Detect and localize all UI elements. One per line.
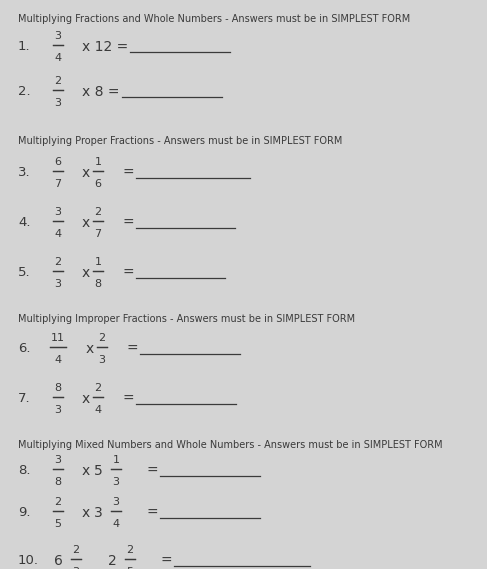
Text: 4.: 4. [18, 216, 31, 229]
Text: 3: 3 [94, 506, 102, 520]
Text: =: = [146, 506, 158, 520]
Text: x: x [86, 342, 94, 356]
Text: x: x [82, 266, 90, 280]
Text: Multiplying Fractions and Whole Numbers - Answers must be in SIMPLEST FORM: Multiplying Fractions and Whole Numbers … [18, 14, 410, 24]
Text: 3: 3 [55, 279, 61, 289]
Text: 3: 3 [55, 405, 61, 415]
Text: 1: 1 [94, 157, 101, 167]
Text: 8: 8 [55, 477, 61, 487]
Text: =: = [122, 392, 133, 406]
Text: 7: 7 [55, 179, 61, 189]
Text: =: = [160, 554, 171, 568]
Text: 6: 6 [94, 179, 101, 189]
Text: Multiplying Proper Fractions - Answers must be in SIMPLEST FORM: Multiplying Proper Fractions - Answers m… [18, 136, 342, 146]
Text: 11: 11 [51, 333, 65, 343]
Text: 2: 2 [94, 383, 102, 393]
Text: =: = [122, 266, 133, 280]
Text: 4: 4 [55, 355, 61, 365]
Text: 3.: 3. [18, 167, 31, 179]
Text: 3: 3 [98, 355, 106, 365]
Text: 2: 2 [55, 497, 61, 507]
Text: 1: 1 [112, 455, 119, 465]
Text: 6: 6 [55, 157, 61, 167]
Text: x: x [82, 216, 90, 230]
Text: 2.: 2. [18, 85, 31, 98]
Text: 1.: 1. [18, 40, 31, 53]
Text: 3: 3 [73, 567, 79, 569]
Text: x 12 =: x 12 = [82, 40, 128, 54]
Text: 1: 1 [94, 257, 101, 267]
Text: 2: 2 [127, 545, 133, 555]
Text: 5: 5 [55, 519, 61, 529]
Text: =: = [146, 464, 158, 478]
Text: 4: 4 [112, 519, 120, 529]
Text: 2: 2 [55, 76, 61, 86]
Text: 6.: 6. [18, 343, 31, 356]
Text: 4: 4 [55, 229, 61, 239]
Text: 5.: 5. [18, 266, 31, 279]
Text: 3: 3 [55, 455, 61, 465]
Text: 3: 3 [112, 477, 119, 487]
Text: 10.: 10. [18, 555, 39, 567]
Text: 2: 2 [94, 207, 102, 217]
Text: x 8 =: x 8 = [82, 85, 119, 99]
Text: 8: 8 [94, 279, 102, 289]
Text: 7: 7 [94, 229, 102, 239]
Text: 7.: 7. [18, 393, 31, 406]
Text: 2: 2 [98, 333, 106, 343]
Text: 2: 2 [108, 554, 116, 568]
Text: x: x [82, 392, 90, 406]
Text: =: = [122, 166, 133, 180]
Text: 2: 2 [73, 545, 79, 555]
Text: Multiplying Mixed Numbers and Whole Numbers - Answers must be in SIMPLEST FORM: Multiplying Mixed Numbers and Whole Numb… [18, 440, 443, 450]
Text: 4: 4 [55, 53, 61, 63]
Text: 4: 4 [94, 405, 102, 415]
Text: 8: 8 [55, 383, 61, 393]
Text: 6: 6 [54, 554, 62, 568]
Text: =: = [126, 342, 138, 356]
Text: x: x [82, 166, 90, 180]
Text: 8.: 8. [18, 464, 31, 477]
Text: x: x [82, 506, 90, 520]
Text: 5: 5 [94, 464, 102, 478]
Text: 3: 3 [55, 31, 61, 41]
Text: 2: 2 [55, 257, 61, 267]
Text: 9.: 9. [18, 506, 31, 519]
Text: Multiplying Improper Fractions - Answers must be in SIMPLEST FORM: Multiplying Improper Fractions - Answers… [18, 314, 355, 324]
Text: 3: 3 [112, 497, 119, 507]
Text: 5: 5 [127, 567, 133, 569]
Text: 3: 3 [55, 207, 61, 217]
Text: 3: 3 [55, 98, 61, 108]
Text: =: = [122, 216, 133, 230]
Text: x: x [82, 464, 90, 478]
